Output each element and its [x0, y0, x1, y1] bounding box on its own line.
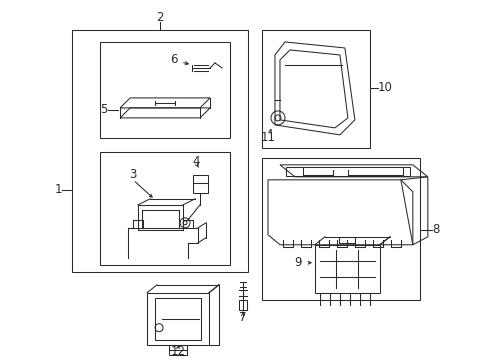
Bar	[100, 152, 229, 265]
Bar	[285, 167, 409, 176]
Text: 11: 11	[260, 131, 275, 144]
Bar	[155, 298, 201, 340]
Bar	[169, 345, 187, 355]
Bar	[338, 237, 354, 243]
Text: 2: 2	[156, 12, 163, 24]
Text: 5: 5	[100, 103, 107, 116]
Bar	[262, 30, 369, 148]
Text: 4: 4	[192, 156, 200, 168]
Text: 6: 6	[170, 53, 178, 67]
Bar	[262, 158, 419, 300]
Bar	[100, 42, 229, 138]
Text: 10: 10	[377, 81, 392, 94]
Text: 12: 12	[170, 345, 185, 358]
Text: 9: 9	[294, 256, 301, 269]
Bar	[193, 175, 207, 193]
Text: 8: 8	[431, 223, 438, 236]
Text: 7: 7	[239, 311, 246, 324]
Bar	[314, 245, 379, 293]
Bar	[72, 30, 247, 272]
Bar	[239, 300, 246, 310]
Text: 3: 3	[129, 168, 137, 181]
Bar	[147, 293, 208, 345]
Text: 1: 1	[54, 183, 62, 196]
